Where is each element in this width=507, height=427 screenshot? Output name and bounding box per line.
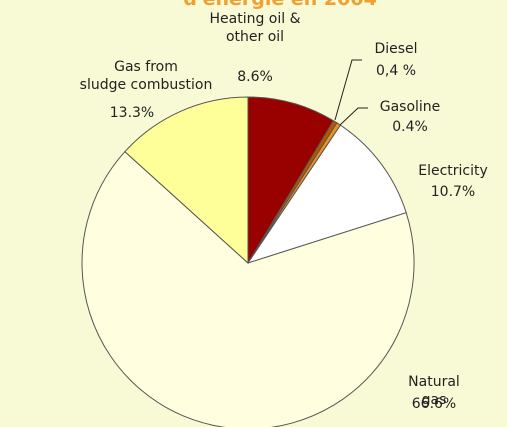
slice-label: Gas from sludge combustion	[79, 59, 213, 93]
pie-slice	[124, 96, 249, 265]
value-label: 13.3%	[109, 105, 155, 121]
value-label: 0.4%	[392, 119, 428, 135]
slice-label: Natural gas	[408, 374, 460, 408]
slice-label: Diesel	[374, 41, 418, 57]
chart-title: d'énergie en 2004	[183, 0, 377, 10]
leader-line	[339, 107, 368, 126]
value-label: 8.6%	[237, 69, 273, 85]
value-label: 10.7%	[430, 184, 476, 200]
value-label: 66.6%	[411, 396, 457, 412]
pie-slice	[246, 124, 407, 264]
value-label: 0,4 %	[375, 63, 417, 79]
slice-label: Gasoline	[379, 99, 441, 115]
slice-label: Electricity	[418, 163, 488, 179]
leader-line	[334, 59, 362, 121]
pie-slice	[81, 150, 415, 427]
pie-slice	[247, 96, 335, 265]
slice-label: Heating oil & other oil	[209, 11, 301, 45]
slices	[81, 96, 415, 427]
